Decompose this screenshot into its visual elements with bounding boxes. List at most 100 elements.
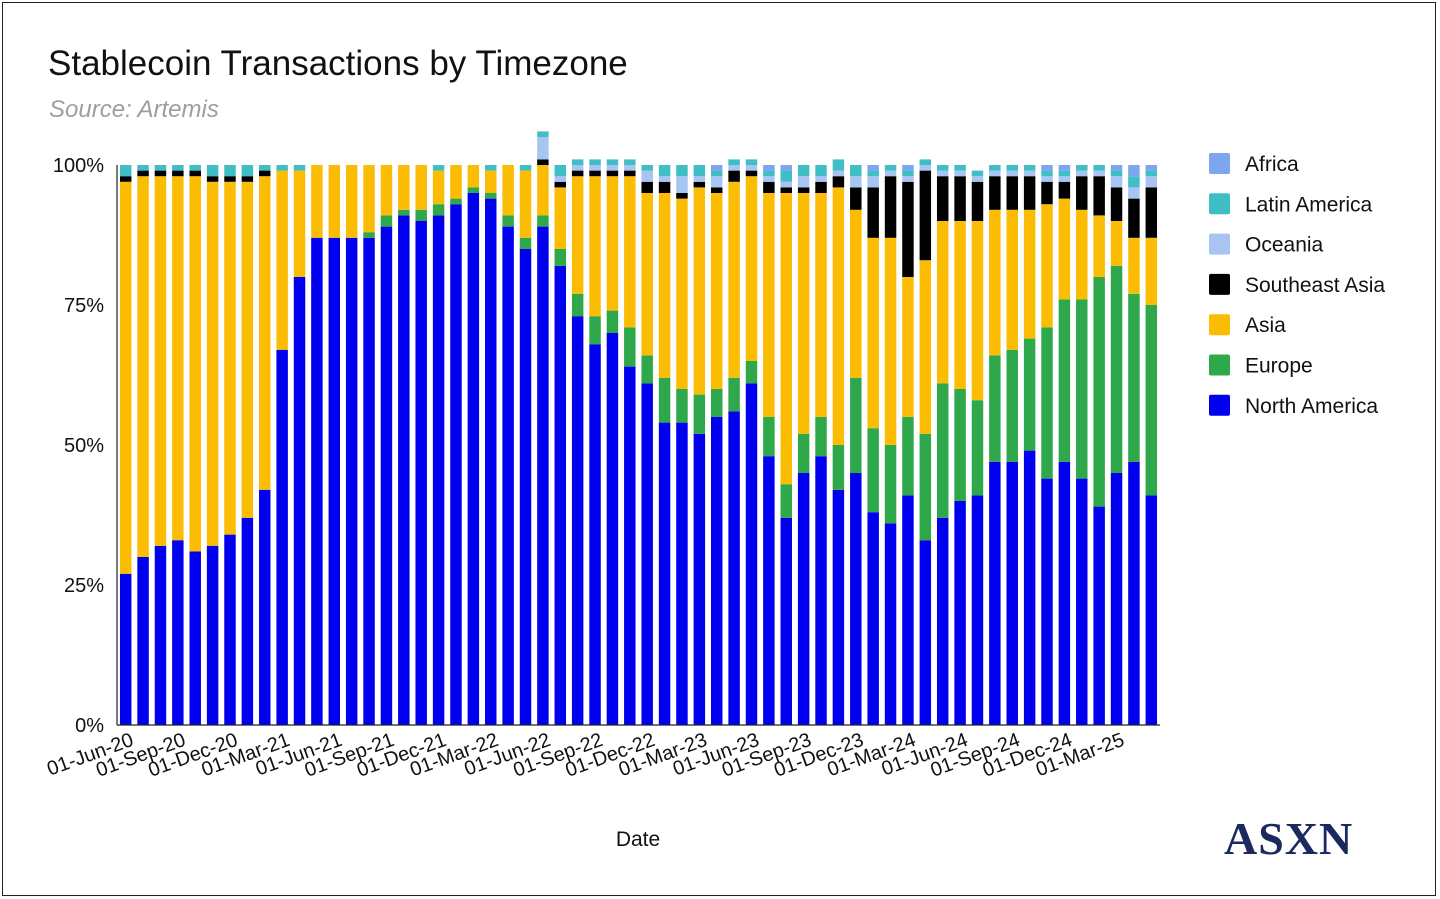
y-tick-label: 50%	[64, 435, 104, 457]
bar-stack-Aug-24	[989, 165, 1001, 725]
bar-segment-asia	[450, 165, 462, 199]
bar-segment-europe	[380, 215, 393, 227]
chart-subtitle: Source: Artemis	[49, 96, 219, 123]
bar-segment-oceania	[1093, 170, 1105, 177]
bar-segment-southeast-asia	[189, 170, 201, 177]
bar-segment-asia	[571, 176, 584, 294]
bar-stack-Dec-21	[432, 165, 445, 725]
bar-segment-north-america	[432, 215, 445, 725]
bar-segment-europe	[1076, 299, 1088, 479]
bar-segment-latin-america	[1128, 176, 1140, 188]
bar-segment-latin-america	[241, 165, 254, 177]
legend-item-europe: Europe	[1209, 354, 1313, 378]
bar-stack-Jul-22	[554, 165, 567, 725]
bar-segment-north-america	[1145, 495, 1158, 725]
bar-segment-southeast-asia	[259, 170, 271, 177]
bar-segment-southeast-asia	[710, 187, 723, 193]
bar-segment-north-america	[502, 226, 514, 725]
legend-label: Asia	[1245, 314, 1286, 337]
bar-segment-southeast-asia	[815, 181, 827, 193]
bar-segment-latin-america	[537, 131, 549, 137]
bar-segment-asia	[606, 176, 619, 311]
bar-segment-europe	[398, 209, 410, 216]
bar-segment-southeast-asia	[676, 193, 688, 199]
legend-swatch	[1209, 193, 1230, 215]
legend-label: Africa	[1245, 153, 1299, 176]
bar-segment-southeast-asia	[571, 170, 584, 177]
bar-segment-asia	[398, 165, 410, 210]
bar-segment-asia	[1006, 209, 1018, 350]
bar-segment-oceania	[537, 137, 549, 160]
bar-segment-latin-america	[763, 170, 775, 177]
bar-segment-europe	[1041, 327, 1053, 479]
bar-segment-north-america	[328, 237, 341, 726]
bar-segment-oceania	[850, 176, 862, 188]
legend-label: North America	[1245, 395, 1378, 418]
bar-segment-southeast-asia	[624, 170, 636, 177]
bar-segment-latin-america	[815, 165, 827, 177]
bar-segment-north-america	[763, 456, 775, 725]
bar-segment-latin-america	[693, 165, 706, 177]
bar-segment-southeast-asia	[728, 170, 740, 182]
bar-segment-asia	[172, 176, 184, 541]
bar-stack-Nov-24	[1041, 165, 1053, 725]
bar-segment-north-america	[311, 237, 323, 726]
bar-segment-north-america	[398, 215, 410, 725]
bar-segment-asia	[345, 165, 358, 238]
bar-segment-asia	[537, 165, 549, 216]
bar-segment-europe	[571, 293, 584, 317]
bar-stack-Feb-23	[676, 165, 688, 725]
bar-segment-europe	[606, 310, 619, 333]
bar-segment-north-america	[919, 540, 932, 725]
bar-segment-africa	[1058, 165, 1071, 171]
bar-segment-asia	[311, 165, 323, 238]
bar-segment-north-america	[1023, 450, 1036, 725]
bar-segment-oceania	[971, 176, 984, 182]
bar-segment-oceania	[571, 165, 584, 171]
bar-stack-May-22	[519, 165, 532, 725]
bar-segment-latin-america	[850, 165, 862, 177]
bar-segment-asia	[832, 187, 845, 445]
bar-stack-Sep-22	[589, 159, 601, 725]
legend-label: Oceania	[1245, 234, 1324, 257]
bar-segment-oceania	[693, 176, 706, 182]
bar-segment-southeast-asia	[206, 176, 219, 182]
bar-segment-north-america	[606, 333, 619, 725]
bar-segment-europe	[936, 383, 949, 518]
bars-group	[119, 131, 1158, 726]
bar-segment-north-america	[293, 277, 306, 725]
bar-segment-southeast-asia	[241, 176, 254, 182]
bar-segment-north-america	[571, 316, 584, 725]
bar-stack-Aug-21	[363, 165, 375, 726]
bar-segment-oceania	[641, 170, 653, 182]
bar-segment-oceania	[624, 165, 636, 171]
bar-segment-africa	[867, 165, 879, 171]
bar-segment-latin-america	[1093, 165, 1105, 171]
bar-segment-asia	[1145, 237, 1158, 305]
bar-stack-Mar-22	[485, 165, 497, 726]
bar-segment-asia	[502, 165, 514, 216]
bar-segment-north-america	[745, 383, 758, 725]
legend-item-north-america: North America	[1209, 394, 1378, 418]
bar-segment-latin-america	[1110, 170, 1123, 177]
bar-segment-north-america	[676, 422, 688, 725]
bar-segment-oceania	[954, 170, 966, 177]
bar-segment-europe	[485, 193, 497, 199]
bar-segment-north-america	[154, 545, 167, 725]
bar-segment-north-america	[641, 383, 653, 725]
bar-segment-north-america	[467, 193, 480, 725]
bar-segment-asia	[1110, 221, 1123, 266]
bar-segment-europe	[902, 417, 914, 496]
bar-segment-asia	[902, 277, 914, 417]
bar-segment-oceania	[902, 176, 914, 182]
bar-segment-southeast-asia	[1076, 176, 1088, 210]
bar-segment-europe	[1128, 293, 1140, 462]
bar-segment-oceania	[710, 176, 723, 188]
bar-segment-asia	[624, 176, 636, 328]
bar-segment-europe	[467, 187, 480, 193]
bar-segment-oceania	[1110, 176, 1123, 188]
bar-segment-asia	[154, 176, 167, 546]
bar-segment-oceania	[1023, 170, 1036, 177]
bar-stack-Nov-21	[415, 165, 427, 725]
bar-stack-Oct-20	[189, 165, 201, 725]
